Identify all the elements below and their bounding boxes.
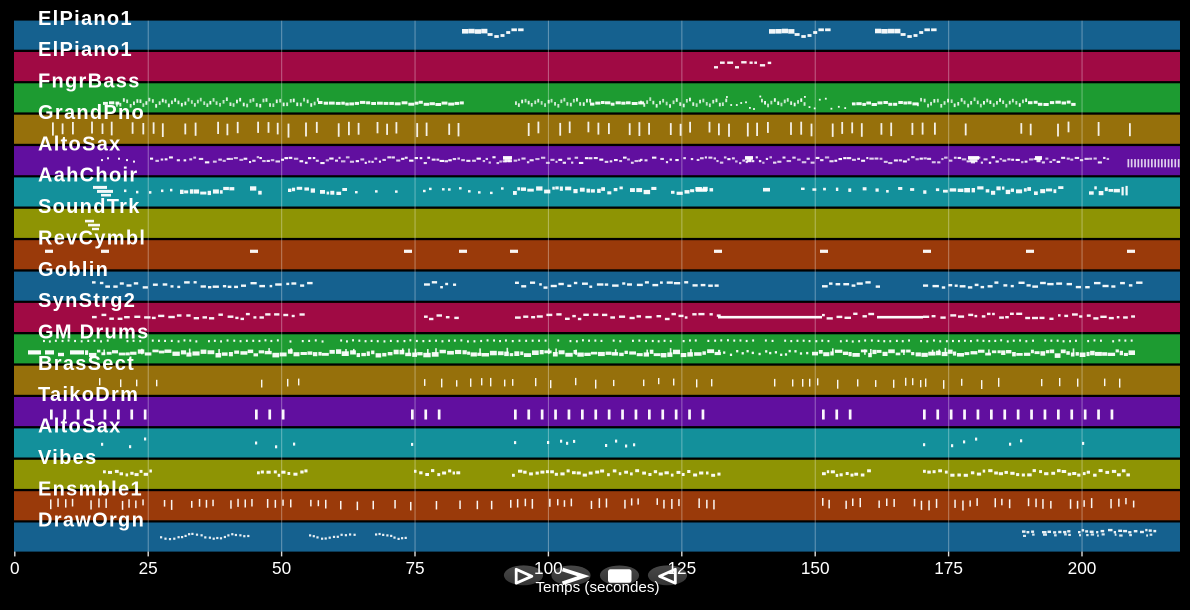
svg-text:25: 25 <box>139 558 158 578</box>
svg-text:BrasSect: BrasSect <box>38 353 135 375</box>
svg-text:175: 175 <box>934 558 963 578</box>
svg-text:ElPiano1: ElPiano1 <box>38 8 133 30</box>
svg-text:Vibes: Vibes <box>38 447 98 469</box>
svg-text:100: 100 <box>534 558 563 578</box>
svg-text:200: 200 <box>1068 558 1097 578</box>
svg-text:SynStrg2: SynStrg2 <box>38 290 136 312</box>
svg-text:GM Drums: GM Drums <box>38 322 150 344</box>
svg-text:RevCymbl: RevCymbl <box>38 227 146 249</box>
svg-text:50: 50 <box>272 558 291 578</box>
svg-text:SoundTrk: SoundTrk <box>38 196 141 218</box>
svg-text:AltoSax: AltoSax <box>38 133 122 155</box>
svg-text:Goblin: Goblin <box>38 259 109 281</box>
svg-text:FngrBass: FngrBass <box>38 71 141 93</box>
svg-text:Temps (secondes): Temps (secondes) <box>535 579 659 596</box>
svg-text:125: 125 <box>667 558 696 578</box>
svg-text:AltoSax: AltoSax <box>38 416 122 438</box>
svg-text:GrandPno: GrandPno <box>38 102 145 124</box>
svg-text:DrawOrgn: DrawOrgn <box>38 510 145 532</box>
svg-text:0: 0 <box>10 558 20 578</box>
svg-text:TaikoDrm: TaikoDrm <box>38 384 139 406</box>
svg-text:Ensmble1: Ensmble1 <box>38 478 143 500</box>
svg-text:75: 75 <box>405 558 424 578</box>
svg-text:ElPiano1: ElPiano1 <box>38 39 133 61</box>
svg-text:AahChoir: AahChoir <box>38 165 138 187</box>
svg-text:150: 150 <box>801 558 830 578</box>
